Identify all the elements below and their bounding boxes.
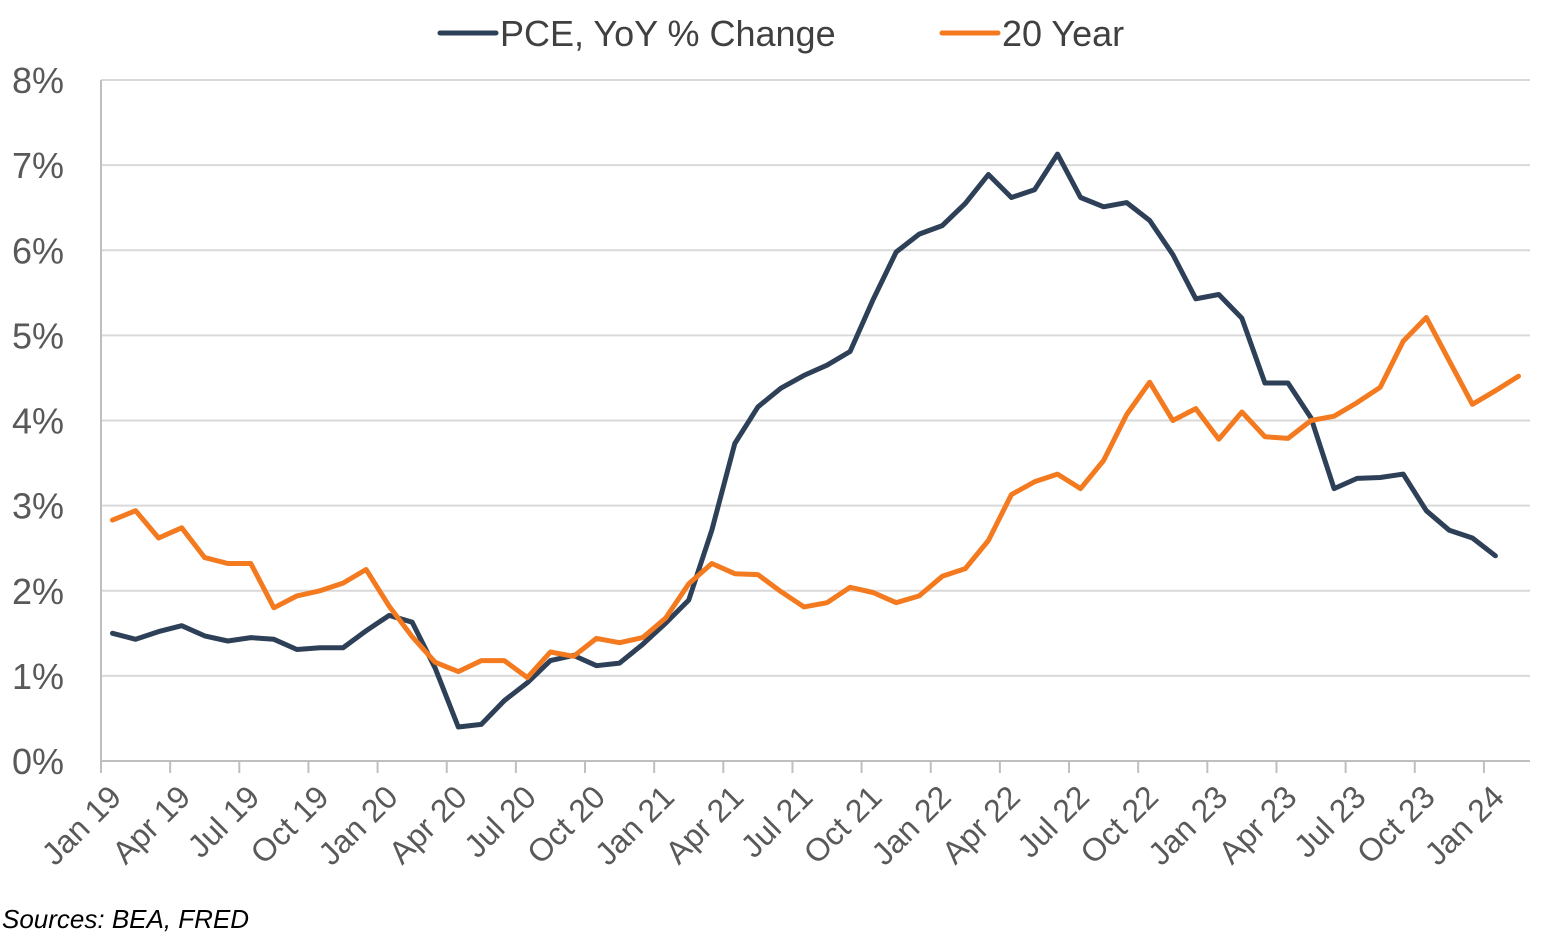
gridlines [101,79,1530,762]
source-note: Sources: BEA, FRED [2,904,250,934]
x-tick-label: Jan 21 [588,779,681,872]
x-tick-label: Apr 20 [382,779,474,871]
x-tick-label: Apr 22 [935,779,1027,871]
y-tick-label: 4% [12,401,64,442]
x-tick-label: Apr 23 [1211,779,1303,871]
x-tick-label: Jan 23 [1141,779,1234,872]
y-tick-label: 3% [12,486,64,527]
series-line-pce [110,151,1498,730]
x-tick-label: Jan 19 [35,779,128,872]
y-tick-label: 8% [12,60,64,101]
x-tick-label: Apr 21 [658,779,750,871]
legend-label-20-year: 20 Year [1002,13,1124,54]
y-tick-label: 2% [12,571,64,612]
legend: PCE, YoY % Change 20 Year [437,13,1124,54]
y-tick-label: 0% [12,741,64,782]
y-axis-ticks: 0% 1% 2% 3% 4% 5% 6% 7% 8% [12,60,64,782]
y-tick-label: 7% [12,145,64,186]
x-tick-label: Jan 22 [864,779,957,872]
x-tick-label: Jan 24 [1418,779,1511,872]
series-lines [110,151,1521,730]
y-tick-label: 6% [12,230,64,271]
y-tick-label: 5% [12,315,64,356]
legend-label-pce: PCE, YoY % Change [500,13,836,54]
x-tick-label: Apr 19 [105,779,197,871]
y-tick-label: 1% [12,656,64,697]
series-line-20-year [110,315,1521,681]
x-tick-label: Jan 20 [311,779,404,872]
